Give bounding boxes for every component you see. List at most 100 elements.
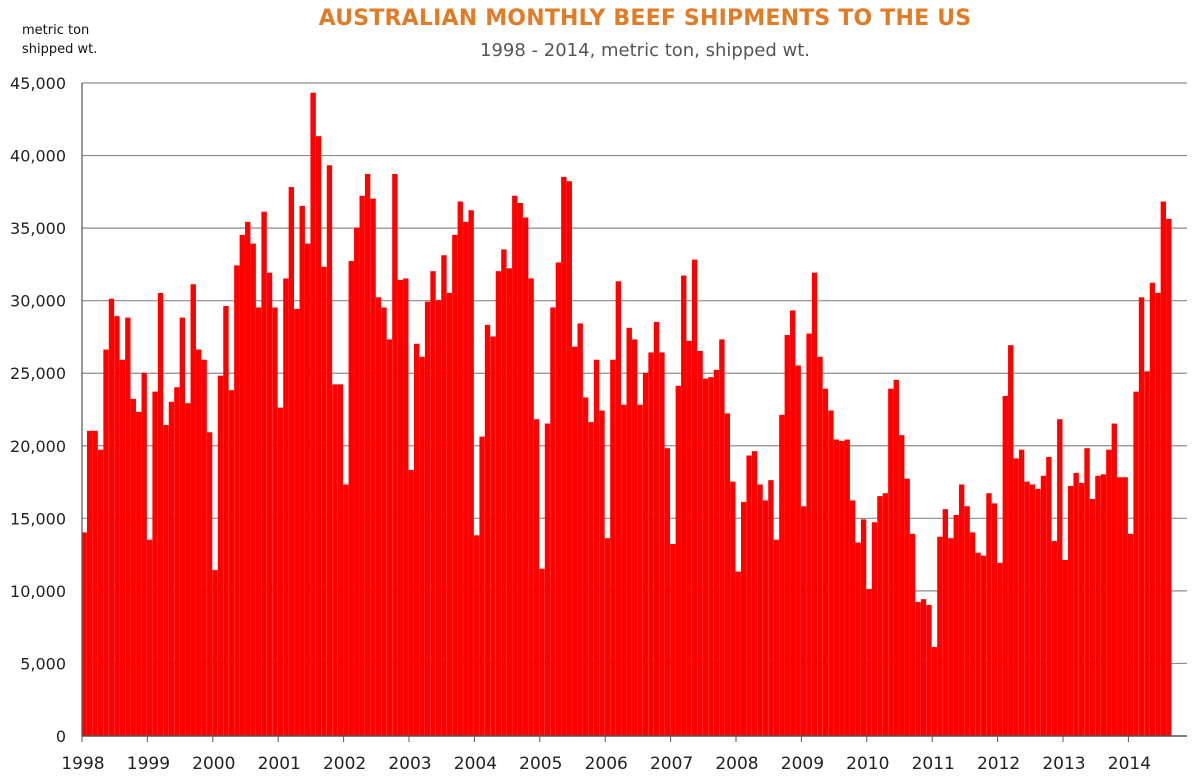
bar	[190, 284, 196, 737]
bar	[1051, 541, 1058, 737]
bar	[642, 372, 649, 737]
bar	[337, 384, 344, 737]
bar	[582, 397, 589, 737]
bar	[866, 588, 872, 737]
bar	[223, 306, 229, 737]
bar	[397, 279, 404, 737]
bar	[185, 403, 191, 737]
bar	[479, 436, 485, 737]
bar	[163, 425, 169, 737]
bar	[283, 278, 289, 737]
bar	[909, 533, 916, 737]
bar	[860, 519, 867, 737]
bar	[430, 271, 436, 737]
bar	[386, 339, 393, 737]
bar	[888, 388, 894, 737]
bar	[1024, 481, 1030, 737]
bar	[1160, 201, 1167, 737]
bar	[593, 359, 600, 737]
bar	[1073, 472, 1079, 737]
bar	[1095, 475, 1101, 737]
bar	[1106, 449, 1112, 737]
y-tick-label: 40,000	[10, 147, 66, 166]
bar	[1089, 499, 1096, 737]
bar	[288, 187, 295, 737]
bar	[986, 493, 992, 737]
bar	[343, 484, 349, 737]
bar	[81, 532, 87, 737]
bar	[136, 411, 142, 737]
y-tick-label: 30,000	[10, 292, 66, 311]
bar	[959, 484, 965, 737]
bar	[414, 343, 420, 737]
x-tick-label: 2012	[977, 754, 1020, 774]
bar	[1078, 483, 1085, 737]
bar	[146, 539, 153, 737]
bar	[125, 317, 131, 737]
bar	[637, 404, 643, 737]
bar	[610, 359, 616, 737]
bar	[1138, 297, 1145, 737]
bar	[795, 365, 801, 737]
bar	[506, 268, 513, 737]
y-tick-label: 10,000	[10, 582, 66, 601]
bar	[261, 211, 267, 737]
bar	[228, 390, 235, 737]
bar	[648, 352, 654, 737]
bar	[790, 310, 796, 737]
bar	[659, 352, 665, 737]
bar	[245, 221, 251, 737]
bar	[108, 298, 115, 737]
bar	[691, 259, 698, 737]
bar	[512, 195, 518, 737]
bar	[899, 435, 905, 737]
bar	[713, 369, 720, 737]
x-tick-label: 2009	[781, 754, 824, 774]
bar	[457, 201, 463, 737]
y-tick-label: 25,000	[10, 364, 66, 383]
bar	[708, 377, 714, 737]
bar	[632, 339, 638, 737]
bar	[370, 198, 376, 737]
bar	[490, 336, 496, 737]
bar	[1057, 419, 1063, 737]
bar	[991, 503, 998, 737]
bar	[1008, 345, 1014, 737]
bar	[1117, 477, 1123, 737]
bar	[266, 272, 273, 737]
axes	[81, 83, 1187, 742]
bar	[419, 356, 425, 737]
bar	[179, 317, 186, 737]
bar	[1046, 456, 1052, 737]
bar	[1111, 423, 1117, 737]
bar	[1035, 488, 1041, 737]
bar	[310, 92, 316, 737]
bar	[1084, 448, 1090, 737]
x-tick-label: 2002	[323, 754, 366, 774]
bar	[621, 404, 627, 737]
bar	[702, 378, 709, 737]
bar	[168, 401, 175, 737]
bar	[904, 478, 910, 737]
x-tick-labels: 1998 1999 2000 2001 2002 2003 2004 2005 2006 2007…	[61, 754, 1151, 774]
bar	[926, 604, 932, 737]
bar	[130, 398, 136, 737]
bar	[375, 297, 382, 737]
bar	[544, 423, 551, 737]
bar	[822, 388, 829, 737]
bar	[473, 535, 480, 737]
bar	[893, 380, 899, 737]
bar	[239, 234, 245, 737]
bar	[773, 539, 780, 737]
bar	[746, 455, 752, 737]
bar	[452, 234, 458, 737]
bar	[92, 430, 98, 737]
bar	[577, 323, 583, 737]
bar	[855, 542, 861, 737]
x-tick-label: 2011	[912, 754, 955, 774]
bar	[1067, 485, 1074, 737]
bar	[403, 278, 409, 737]
bar	[315, 136, 322, 737]
bar	[784, 335, 790, 737]
bar	[1127, 533, 1134, 737]
